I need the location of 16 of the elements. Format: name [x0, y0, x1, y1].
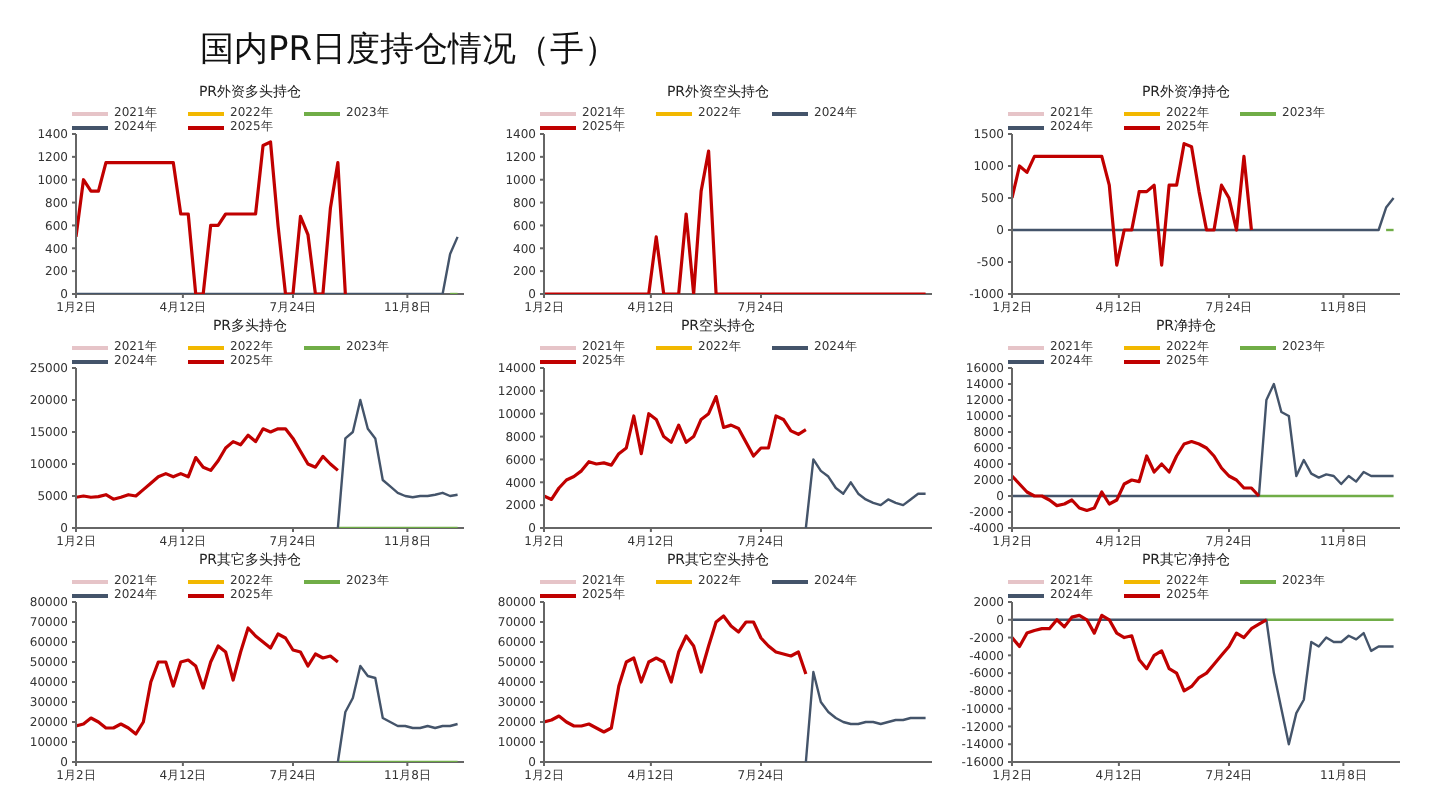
line-series	[76, 626, 340, 736]
line-series	[544, 614, 808, 734]
line-series	[1012, 382, 1395, 498]
text: 国内PR日度持仓情况（手）	[198, 28, 621, 74]
line-series	[76, 427, 340, 501]
line-series	[1012, 618, 1395, 746]
line-series	[804, 670, 927, 762]
line-series	[1012, 142, 1254, 267]
line-series	[1012, 613, 1268, 693]
line-series	[544, 149, 928, 294]
line-series	[336, 398, 459, 528]
line-series	[336, 664, 459, 762]
line-series	[1012, 440, 1261, 512]
line-series	[76, 140, 347, 294]
line-series	[544, 394, 808, 502]
line-series	[804, 458, 927, 528]
